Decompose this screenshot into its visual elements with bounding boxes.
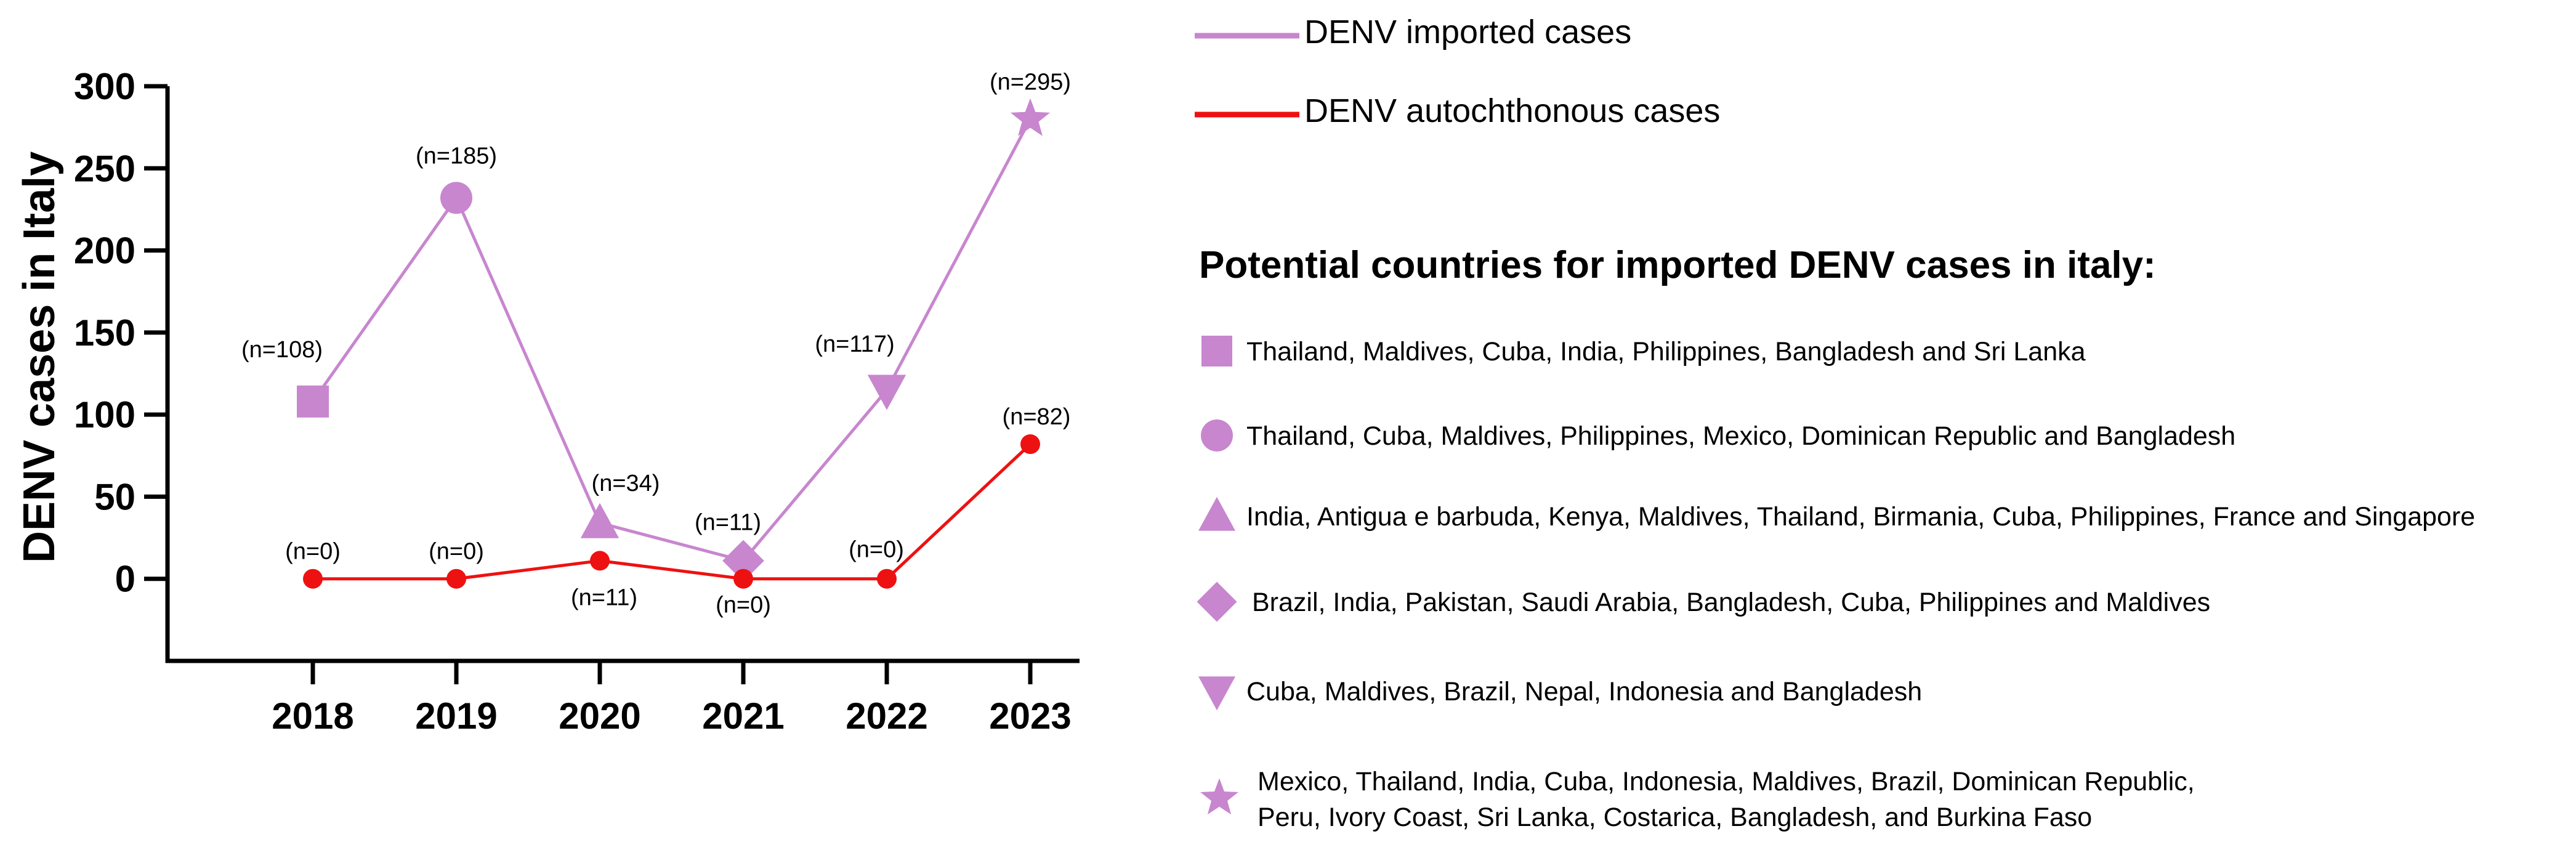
y-tick-label: 300 (74, 66, 135, 107)
series-legend: DENV imported cases DENV autochthonous ca… (1195, 14, 1720, 129)
y-tick-label: 50 (94, 476, 135, 517)
data-point-circle (446, 569, 466, 589)
country-marker-square (1201, 336, 1232, 366)
data-point-square (297, 385, 329, 418)
country-marker-triangle-down (1198, 676, 1235, 711)
country-marker-star (1200, 778, 1238, 815)
data-point-circle (440, 182, 472, 214)
series-line (313, 443, 1032, 581)
countries-title: Potential countries for imported DENV ca… (1199, 244, 2156, 286)
data-point-diamond (722, 540, 764, 582)
country-marker-circle (1201, 419, 1233, 451)
x-tick-label: 2022 (846, 695, 927, 737)
data-label: (n=0) (429, 539, 484, 565)
y-tick-label: 250 (74, 148, 135, 189)
data-point-triangle-up (580, 503, 620, 538)
x-tick-label: 2021 (702, 695, 784, 737)
data-label: (n=0) (285, 539, 341, 565)
y-tick-label: 100 (74, 394, 135, 435)
countries-panel: Potential countries for imported DENV ca… (1197, 244, 2475, 832)
country-list-text: Cuba, Maldives, Brazil, Nepal, Indonesia… (1246, 677, 1922, 706)
line-chart: 0 50 100 150 200 250 300 2018 2019 2020 2021 2022 20… (15, 66, 1080, 737)
country-list-text: India, Antigua e barbuda, Kenya, Maldive… (1246, 502, 2475, 532)
data-label: (n=34) (592, 471, 660, 496)
data-point-circle (1020, 434, 1040, 455)
data-label: (n=0) (849, 537, 904, 563)
data-label: (n=295) (990, 69, 1071, 95)
data-point-triangle-down (867, 374, 906, 410)
legend-label: DENV autochthonous cases (1304, 92, 1720, 129)
country-list-text: Brazil, India, Pakistan, Saudi Arabia, B… (1252, 588, 2210, 617)
data-point-circle (733, 569, 753, 589)
data-label: (n=117) (815, 331, 894, 357)
data-point-circle (590, 551, 610, 571)
series-line (311, 118, 1032, 563)
data-label: (n=11) (571, 585, 637, 610)
data-label: (n=185) (416, 143, 497, 169)
x-tick-label: 2023 (989, 695, 1071, 737)
country-list-text: Peru, Ivory Coast, Sri Lanka, Costarica,… (1258, 803, 2092, 832)
country-list-text: Mexico, Thailand, India, Cuba, Indonesia… (1258, 767, 2195, 796)
y-tick-label: 200 (74, 230, 135, 272)
legend-label: DENV imported cases (1304, 14, 1631, 51)
country-list-text: Thailand, Maldives, Cuba, India, Philipp… (1246, 337, 2086, 366)
y-tick-label: 150 (74, 312, 135, 354)
x-tick-label: 2019 (415, 695, 497, 737)
series-autochthonous: (n=0) (n=0) (n=11) (n=0) (n=0) (n=82) (285, 404, 1070, 618)
data-label: (n=11) (695, 509, 761, 535)
data-point-circle (303, 569, 323, 589)
x-tick-label: 2020 (559, 695, 640, 737)
x-tick-label: 2018 (272, 695, 353, 737)
country-marker-diamond (1197, 581, 1237, 622)
country-list-text: Thailand, Cuba, Maldives, Philippines, M… (1246, 421, 2235, 451)
data-label: (n=82) (1003, 404, 1071, 430)
data-point-circle (877, 569, 897, 589)
series-imported: (n=108) (n=185) (n=34) (n=11) (n=117) (n=295) (241, 69, 1071, 582)
data-label: (n=0) (716, 593, 771, 618)
data-label: (n=108) (241, 337, 323, 363)
data-point-star (1010, 98, 1051, 136)
country-marker-triangle-up (1198, 496, 1235, 531)
y-axis-title: DENV cases in Italy (15, 152, 64, 563)
y-tick-label: 0 (115, 559, 135, 600)
